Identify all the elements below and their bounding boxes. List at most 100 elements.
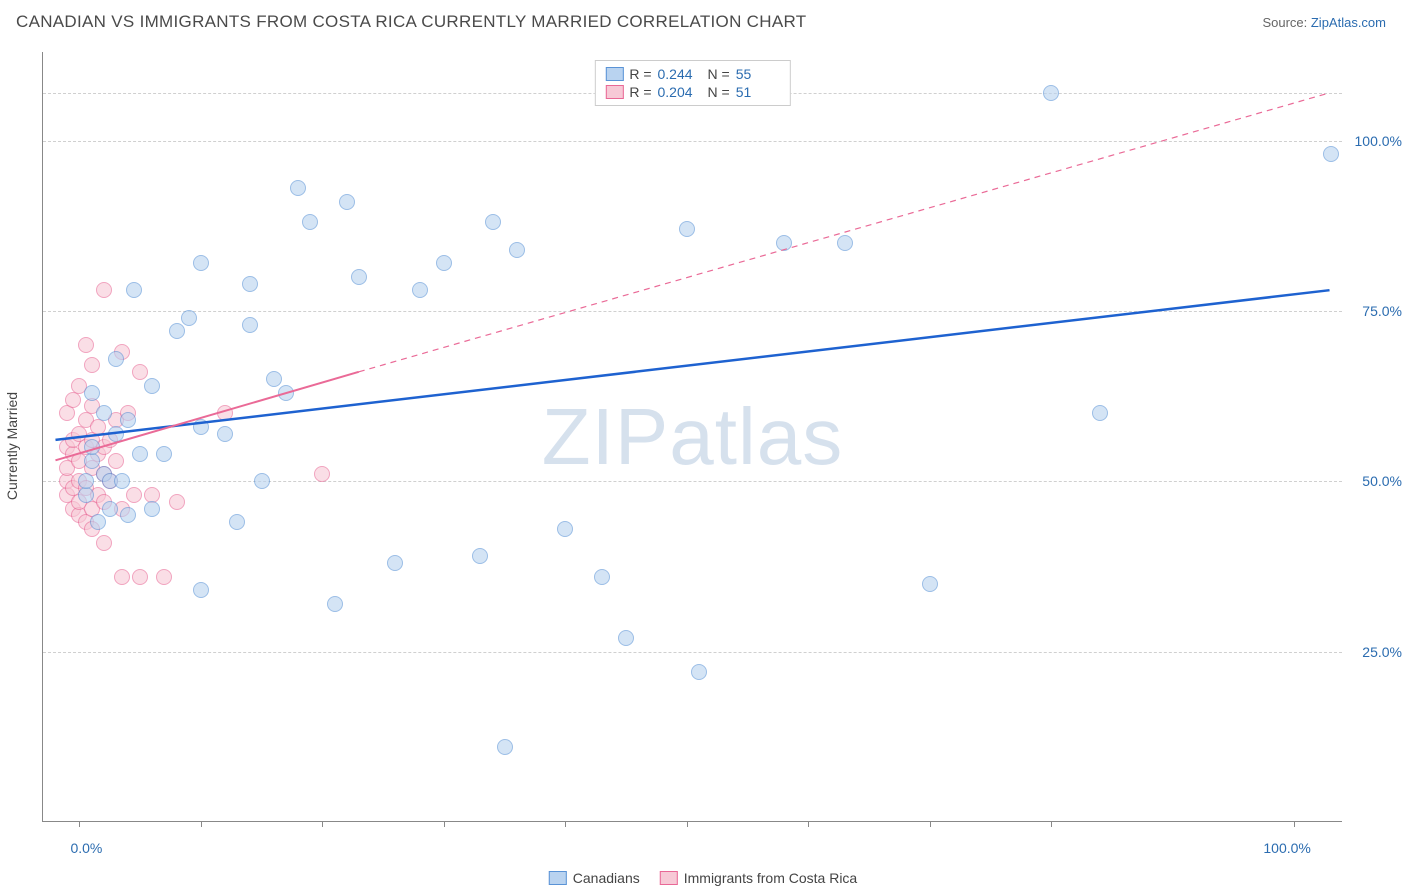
swatch-pink: [660, 871, 678, 885]
data-point-blue: [108, 351, 124, 367]
data-point-pink: [96, 282, 112, 298]
data-point-blue: [497, 739, 513, 755]
data-point-blue: [290, 180, 306, 196]
x-tick: [201, 821, 202, 827]
y-tick-label: 75.0%: [1362, 303, 1402, 319]
data-point-pink: [217, 405, 233, 421]
legend-item-costarica: Immigrants from Costa Rica: [660, 870, 857, 886]
data-point-blue: [169, 323, 185, 339]
swatch-blue: [549, 871, 567, 885]
data-point-pink: [114, 569, 130, 585]
swatch-pink: [605, 85, 623, 99]
data-point-blue: [509, 242, 525, 258]
data-point-blue: [84, 439, 100, 455]
data-point-pink: [90, 419, 106, 435]
legend-label-pink: Immigrants from Costa Rica: [684, 870, 857, 886]
source-attribution: Source: ZipAtlas.com: [1262, 15, 1386, 30]
legend-row-blue: R = 0.244 N = 55: [605, 65, 779, 83]
data-point-blue: [193, 582, 209, 598]
data-point-blue: [156, 446, 172, 462]
data-point-blue: [126, 282, 142, 298]
chart-title: CANADIAN VS IMMIGRANTS FROM COSTA RICA C…: [16, 12, 806, 32]
data-point-blue: [387, 555, 403, 571]
data-point-pink: [96, 535, 112, 551]
x-tick: [565, 821, 566, 827]
data-point-blue: [302, 214, 318, 230]
data-point-blue: [242, 276, 258, 292]
data-point-blue: [837, 235, 853, 251]
data-point-blue: [193, 255, 209, 271]
series-legend: Canadians Immigrants from Costa Rica: [549, 870, 857, 886]
data-point-pink: [126, 487, 142, 503]
legend-label-blue: Canadians: [573, 870, 640, 886]
data-point-blue: [776, 235, 792, 251]
data-point-blue: [922, 576, 938, 592]
data-point-blue: [84, 385, 100, 401]
data-point-blue: [242, 317, 258, 333]
y-tick-label: 100.0%: [1355, 133, 1402, 149]
data-point-blue: [351, 269, 367, 285]
source-link[interactable]: ZipAtlas.com: [1311, 15, 1386, 30]
r-value-pink: 0.204: [658, 84, 702, 100]
r-label: R =: [629, 66, 651, 82]
legend-row-pink: R = 0.204 N = 51: [605, 83, 779, 101]
data-point-blue: [278, 385, 294, 401]
data-point-pink: [108, 453, 124, 469]
y-tick-label: 50.0%: [1362, 473, 1402, 489]
data-point-blue: [84, 453, 100, 469]
data-point-blue: [114, 473, 130, 489]
trend-line: [359, 93, 1330, 372]
data-point-blue: [485, 214, 501, 230]
data-point-pink: [65, 392, 81, 408]
correlation-legend: R = 0.244 N = 55 R = 0.204 N = 51: [594, 60, 790, 106]
n-label: N =: [708, 84, 730, 100]
data-point-pink: [78, 337, 94, 353]
data-point-blue: [618, 630, 634, 646]
x-tick: [1051, 821, 1052, 827]
data-point-blue: [102, 501, 118, 517]
data-point-blue: [120, 507, 136, 523]
x-tick: [79, 821, 80, 827]
data-point-blue: [120, 412, 136, 428]
gridline: [43, 481, 1342, 482]
x-tick-label: 0.0%: [70, 840, 102, 856]
data-point-blue: [327, 596, 343, 612]
data-point-blue: [78, 487, 94, 503]
data-point-blue: [144, 378, 160, 394]
y-tick-label: 25.0%: [1362, 644, 1402, 660]
data-point-blue: [472, 548, 488, 564]
data-point-blue: [679, 221, 695, 237]
data-point-pink: [132, 569, 148, 585]
n-value-pink: 51: [736, 84, 780, 100]
x-tick: [808, 821, 809, 827]
gridline: [43, 652, 1342, 653]
swatch-blue: [605, 67, 623, 81]
data-point-blue: [594, 569, 610, 585]
x-tick: [444, 821, 445, 827]
x-tick-label: 100.0%: [1263, 840, 1310, 856]
data-point-blue: [266, 371, 282, 387]
data-point-blue: [254, 473, 270, 489]
r-value-blue: 0.244: [658, 66, 702, 82]
data-point-blue: [412, 282, 428, 298]
x-tick: [930, 821, 931, 827]
data-point-blue: [557, 521, 573, 537]
r-label: R =: [629, 84, 651, 100]
data-point-pink: [59, 405, 75, 421]
y-axis-label: Currently Married: [4, 392, 20, 500]
data-point-blue: [78, 473, 94, 489]
data-point-blue: [96, 405, 112, 421]
data-point-blue: [1043, 85, 1059, 101]
x-tick: [1294, 821, 1295, 827]
n-value-blue: 55: [736, 66, 780, 82]
data-point-blue: [229, 514, 245, 530]
gridline: [43, 141, 1342, 142]
data-point-blue: [1092, 405, 1108, 421]
data-point-blue: [436, 255, 452, 271]
data-point-pink: [156, 569, 172, 585]
data-point-blue: [132, 446, 148, 462]
data-point-blue: [217, 426, 233, 442]
data-point-blue: [144, 501, 160, 517]
data-point-blue: [90, 514, 106, 530]
legend-item-canadians: Canadians: [549, 870, 640, 886]
